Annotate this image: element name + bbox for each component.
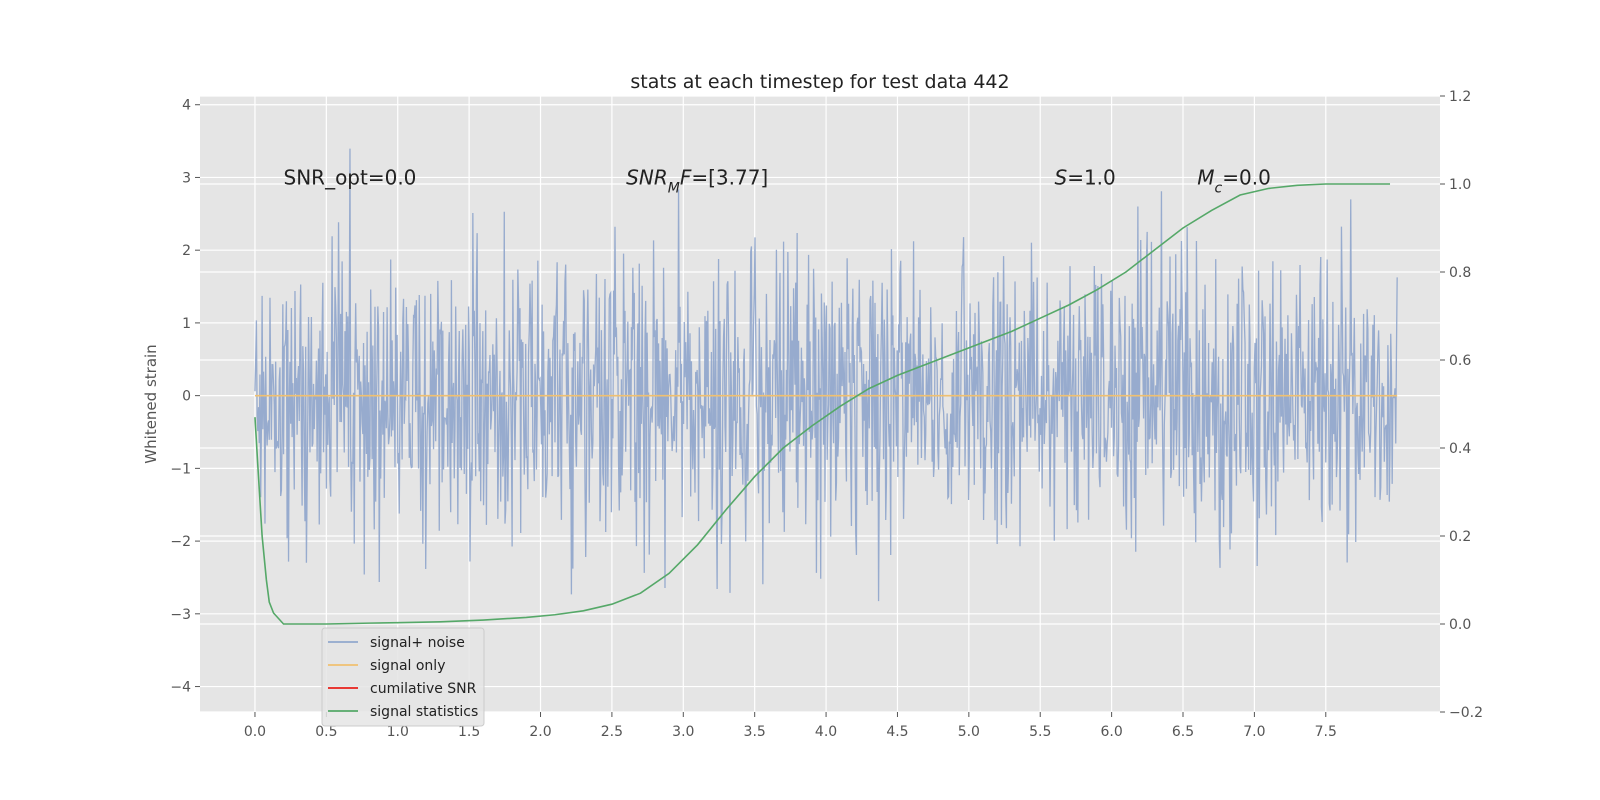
- annotation-part: M: [668, 181, 680, 197]
- stat-annotation: Mc=0.0: [1197, 166, 1271, 197]
- annotation-part: SNR_opt=0.0: [284, 166, 417, 190]
- y2-tick-label: 0.0: [1449, 617, 1471, 633]
- series-layer: [254, 148, 1398, 625]
- chart-title: stats at each timestep for test data 442: [630, 71, 1009, 93]
- y2-tick-label: 0.8: [1449, 265, 1471, 281]
- annotation-part: S: [1055, 166, 1068, 190]
- x-tick-label: 6.0: [1100, 724, 1122, 740]
- annotation-part: c: [1215, 181, 1223, 197]
- x-tick-label: 7.5: [1315, 724, 1337, 740]
- y2-tick-label: 0.4: [1449, 441, 1471, 457]
- legend-label: signal statistics: [370, 704, 478, 720]
- stat-annotation: S=1.0: [1055, 166, 1116, 190]
- x-tick-label: 2.0: [529, 724, 551, 740]
- y-tick-label: −2: [170, 534, 191, 550]
- axes: 0.0 0.5 1.0 1.5 2.0 2.5 3.0 3.5 4.0 4.5 5.0 5.5 6.0 6…: [170, 89, 1483, 740]
- x-tick-label: 2.5: [601, 724, 623, 740]
- legend-label: cumilative SNR: [370, 681, 477, 697]
- y2-tick-label: −0.2: [1449, 705, 1483, 721]
- annotations: SNR_opt=0.0 SNRMF=[3.77] S=1.0 Mc=0.0: [284, 166, 1271, 197]
- annotation-part: =0.0: [1222, 166, 1271, 190]
- annotation-part: =[3.77]: [691, 166, 768, 190]
- y2-tick-label: 1.2: [1449, 89, 1471, 105]
- legend-label: signal+ noise: [370, 635, 465, 651]
- stat-annotation: SNRMF=[3.77]: [626, 166, 768, 197]
- annotation-part: SNR: [626, 166, 668, 190]
- x-tick-label: 1.0: [387, 724, 409, 740]
- y-tick-label: −4: [170, 680, 191, 696]
- series-signal-noise: [254, 148, 1398, 602]
- series-signal-statistics: [254, 183, 1391, 625]
- y2-tick-label: 0.2: [1449, 529, 1471, 545]
- legend-label: signal only: [370, 658, 445, 674]
- y-tick-label: 4: [182, 98, 191, 114]
- y-tick-label: 2: [182, 243, 191, 259]
- y-axis-label: Whitened strain: [142, 344, 160, 463]
- y2-tick-label: 1.0: [1449, 177, 1471, 193]
- x-tick-label: 4.0: [815, 724, 837, 740]
- annotation-part: M: [1197, 166, 1214, 190]
- y-tick-label: 1: [182, 316, 191, 332]
- x-tick-label: 6.5: [1172, 724, 1194, 740]
- annotation-part: =1.0: [1067, 166, 1116, 190]
- legend-box: [321, 627, 485, 727]
- legend: signal+ noise signal only cumilative SNR si…: [321, 627, 485, 727]
- y-tick-label: 3: [182, 170, 191, 186]
- y-tick-label: −1: [170, 461, 191, 477]
- x-tick-label: 7.0: [1243, 724, 1265, 740]
- x-tick-label: 3.5: [744, 724, 766, 740]
- y2-tick-label: 0.6: [1449, 353, 1471, 369]
- x-tick-label: 0.5: [315, 724, 337, 740]
- y-tick-label: −3: [170, 607, 191, 623]
- annotation-part: F: [680, 166, 692, 190]
- x-tick-label: 0.0: [244, 724, 266, 740]
- stat-annotation: SNR_opt=0.0: [284, 166, 417, 190]
- y-tick-label: 0: [182, 389, 191, 405]
- x-tick-label: 1.5: [458, 724, 480, 740]
- x-tick-label: 3.0: [672, 724, 694, 740]
- x-tick-label: 5.5: [1029, 724, 1051, 740]
- x-tick-label: 4.5: [886, 724, 908, 740]
- x-tick-label: 5.0: [958, 724, 980, 740]
